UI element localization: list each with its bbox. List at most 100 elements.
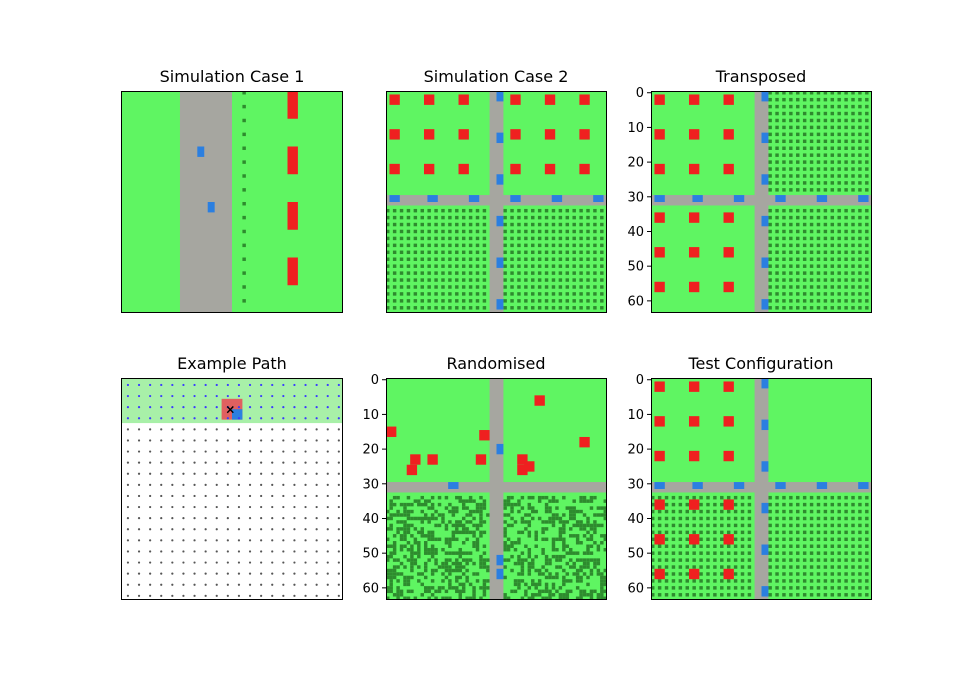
crop-cell <box>392 222 397 227</box>
crop-cell <box>448 586 452 590</box>
crop-cell <box>392 593 397 597</box>
crop-cell <box>726 530 731 535</box>
crop-cell <box>434 285 438 289</box>
house <box>287 257 298 286</box>
crop-cell <box>809 243 814 248</box>
crop-cell <box>544 575 549 580</box>
grid-dot <box>193 461 196 464</box>
crop-cell <box>517 561 521 566</box>
crop-cell <box>465 558 469 562</box>
house <box>579 163 590 175</box>
crop-cell <box>823 118 828 123</box>
crop-cell <box>823 565 828 569</box>
crop-cell <box>865 118 869 123</box>
crop-cell <box>513 582 518 587</box>
crop-cell <box>844 167 848 171</box>
crop-cell <box>651 502 655 507</box>
crop-cell <box>579 292 583 296</box>
crop-cell <box>775 243 779 248</box>
crop-cell <box>410 523 414 528</box>
crop-cell <box>448 264 452 268</box>
crop-cell <box>517 257 521 261</box>
grid-dot <box>304 406 307 409</box>
grid-dot <box>271 572 274 575</box>
crop-cell <box>582 534 587 538</box>
crop-cell <box>455 299 459 303</box>
crop-cell <box>858 565 862 569</box>
crop-cell <box>837 91 841 95</box>
crop-cell <box>479 502 483 507</box>
crop-cell <box>468 215 473 220</box>
crop-cell <box>465 530 469 535</box>
crop-cell <box>544 596 549 600</box>
crop-cell <box>809 111 814 116</box>
crop-cell <box>830 278 835 282</box>
crop-cell <box>527 568 532 573</box>
crop-cell <box>444 523 449 528</box>
crop-cell <box>403 534 407 538</box>
grid-dot <box>182 406 185 409</box>
grid-dot <box>137 439 141 442</box>
crop-cell <box>671 565 676 569</box>
crop-cell <box>600 271 604 275</box>
crop-cell <box>461 541 466 545</box>
crop-cell <box>740 551 745 555</box>
grid-dot <box>215 528 218 531</box>
crop-cell <box>858 104 862 109</box>
crop-cell <box>455 285 459 289</box>
crop-cell <box>572 264 576 268</box>
crop-cell <box>851 118 855 123</box>
crop-cell <box>392 236 397 241</box>
crop-cell <box>603 582 607 587</box>
panel-title: Test Configuration <box>688 354 834 373</box>
crop-cell <box>472 534 476 538</box>
crop-cell <box>551 495 556 500</box>
crop-cell <box>455 561 459 566</box>
crop-cell <box>768 243 772 248</box>
crop-cell <box>392 547 397 552</box>
crop-cell <box>685 551 689 555</box>
vehicle <box>496 174 504 185</box>
crop-cell <box>796 97 800 102</box>
grid-dot <box>260 572 263 575</box>
crop-cell <box>541 537 545 542</box>
crop-cell <box>544 554 549 559</box>
grid-dot <box>137 528 141 531</box>
crop-cell <box>816 250 821 255</box>
crop-cell <box>816 551 821 555</box>
crop-cell <box>593 208 597 213</box>
crop-cell <box>427 264 431 268</box>
crop-cell <box>651 516 655 521</box>
crop-cell <box>823 257 828 261</box>
grid-dot <box>260 461 263 464</box>
crop-cell <box>865 558 869 562</box>
crop-cell <box>802 250 807 255</box>
crop-cell <box>600 236 604 241</box>
crop-cell <box>823 181 828 185</box>
vehicle <box>207 202 215 213</box>
vehicle <box>197 146 205 157</box>
crop-cell <box>482 551 487 555</box>
crop-cell <box>510 523 514 528</box>
crop-cell <box>782 278 786 282</box>
crop-cell <box>565 593 570 597</box>
crop-cell <box>579 558 583 562</box>
crop-cell <box>392 264 397 268</box>
crop-cell <box>593 541 597 545</box>
grid-dot <box>126 550 130 553</box>
crop-cell <box>830 565 835 569</box>
house <box>723 416 734 427</box>
grid-content <box>386 91 607 313</box>
crop-cell <box>406 292 411 296</box>
crop-cell <box>441 278 445 282</box>
crop-cell <box>586 278 590 282</box>
crop-cell <box>406 257 411 261</box>
crop-cell <box>486 579 490 583</box>
crop-cell <box>430 530 435 535</box>
house <box>654 381 665 392</box>
crop-cell <box>461 292 466 296</box>
crop-cell <box>579 243 583 248</box>
crop-cell <box>782 306 786 310</box>
crop-cell <box>503 558 507 562</box>
crop-cell <box>671 551 676 555</box>
